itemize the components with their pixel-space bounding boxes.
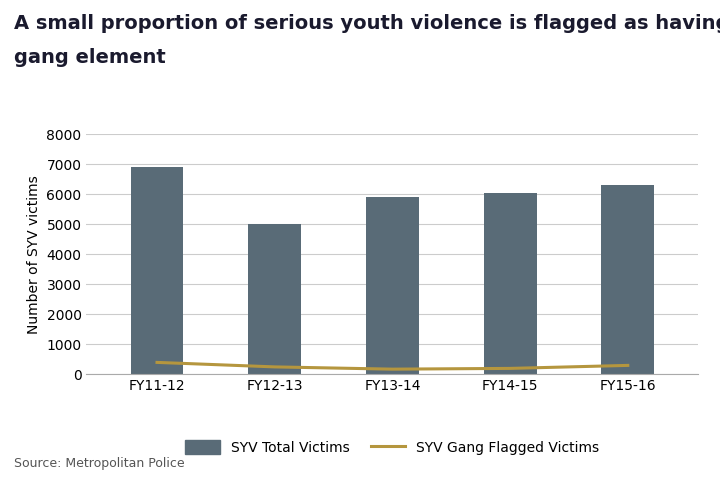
Legend: SYV Total Victims, SYV Gang Flagged Victims: SYV Total Victims, SYV Gang Flagged Vict… [180, 434, 605, 460]
Bar [248, 225, 301, 374]
Y-axis label: Number of SYV victims: Number of SYV victims [27, 175, 41, 334]
Bar [366, 197, 419, 374]
Bar [130, 168, 184, 374]
Bar [484, 193, 536, 374]
Text: gang element: gang element [14, 48, 166, 67]
Bar [601, 185, 654, 374]
Text: Source: Metropolitan Police: Source: Metropolitan Police [14, 457, 185, 470]
Text: A small proportion of serious youth violence is flagged as having a: A small proportion of serious youth viol… [14, 14, 720, 34]
